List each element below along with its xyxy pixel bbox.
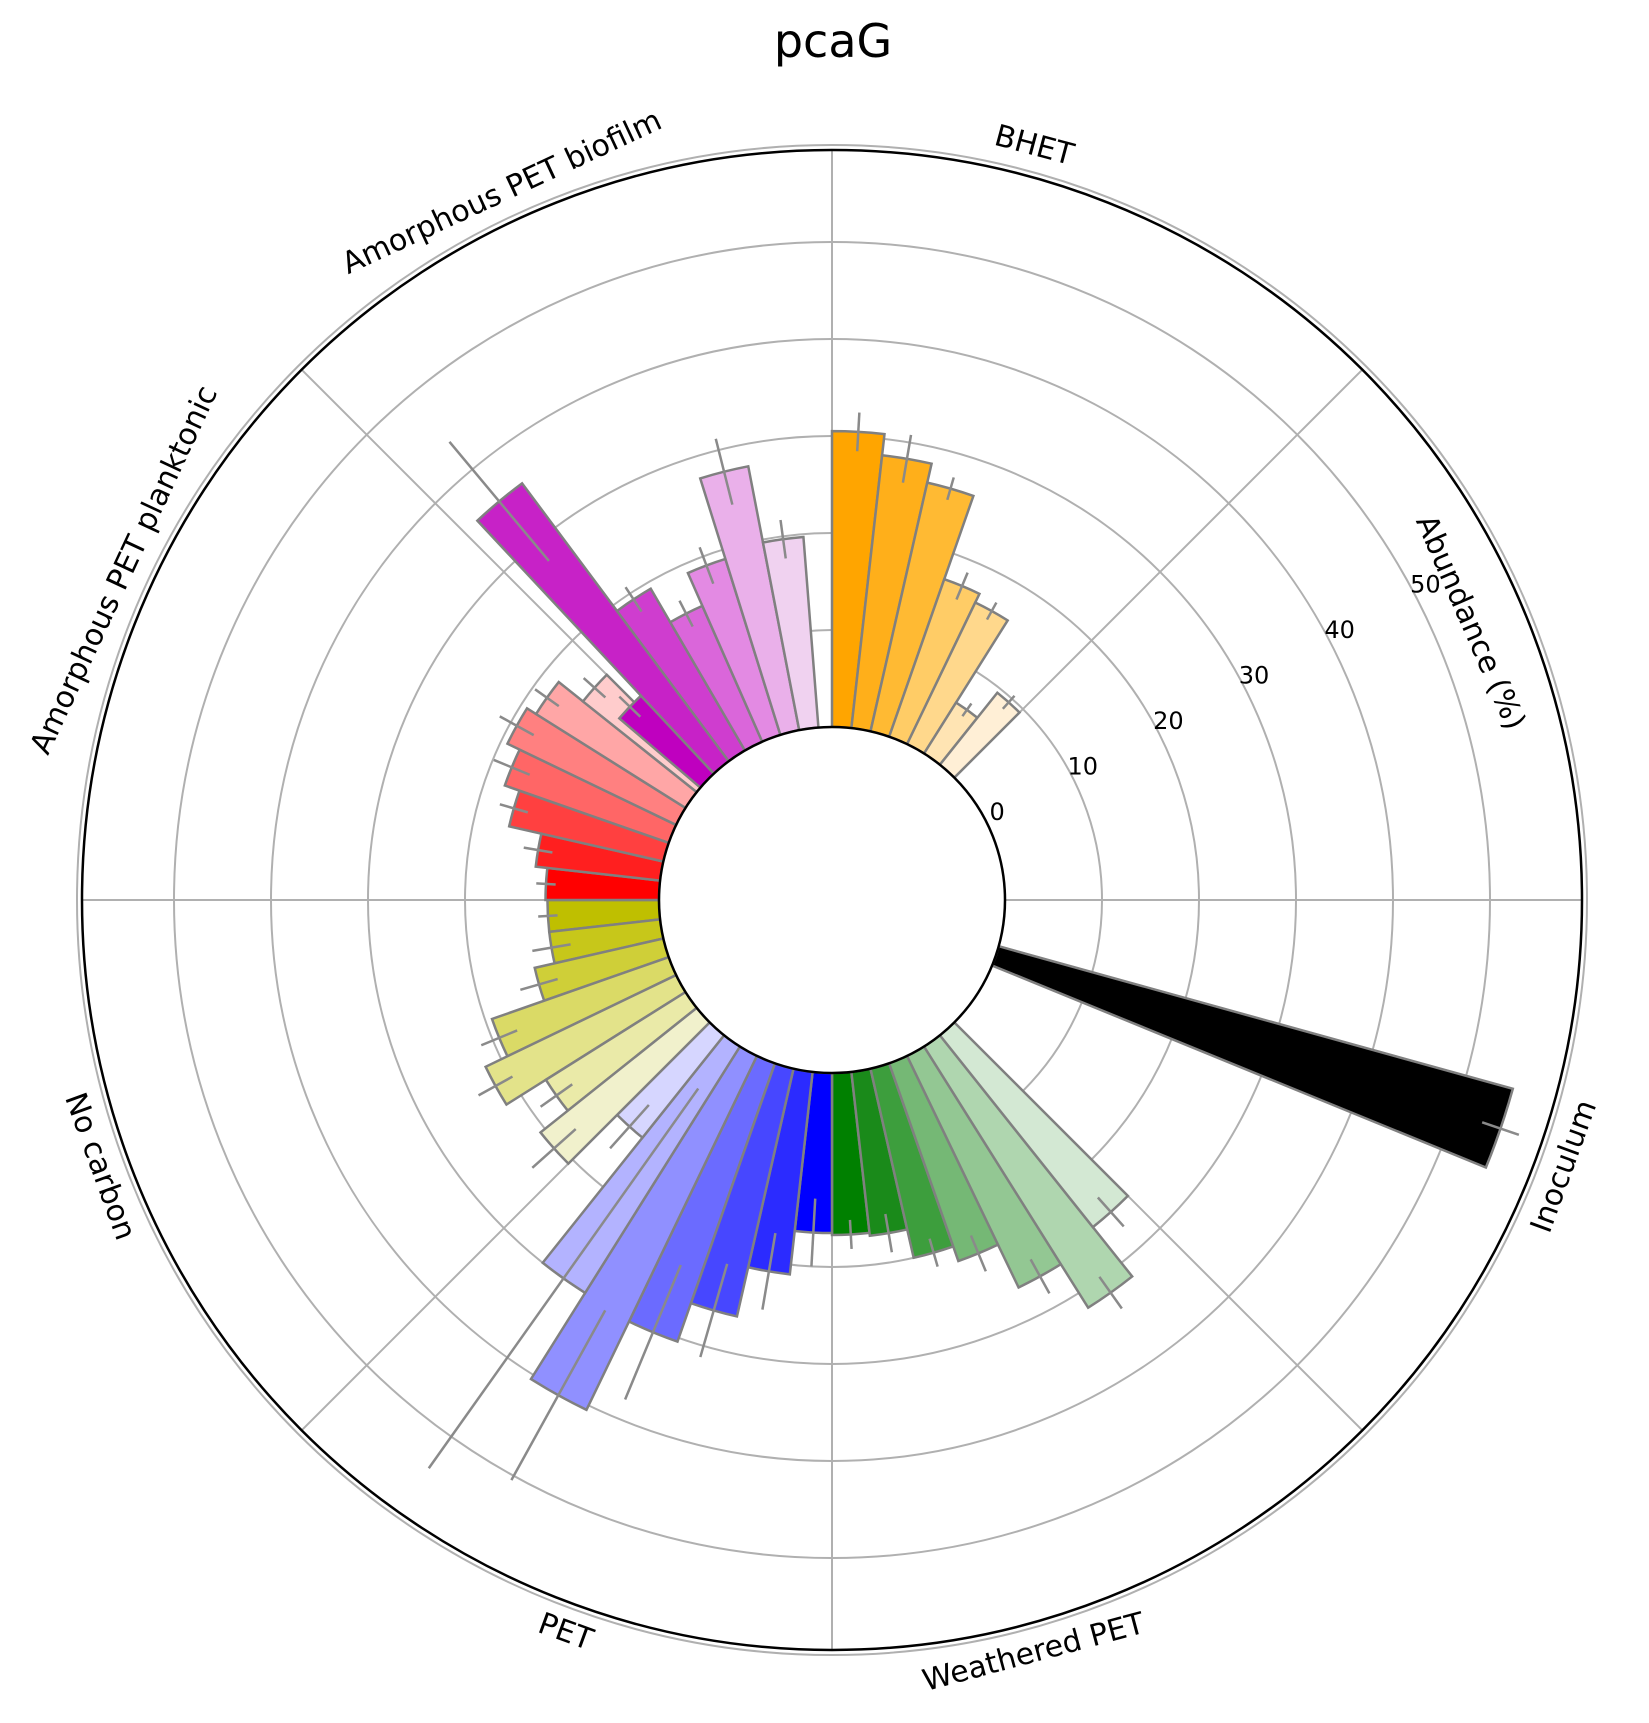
error-bar: [510, 1309, 607, 1481]
error-bar: [1001, 694, 1016, 710]
radial-axis-label: Abundance (%): [1408, 510, 1532, 735]
error-bar: [855, 412, 861, 452]
error-bar: [536, 882, 556, 886]
error-bar: [699, 1263, 729, 1358]
error-bars-layer: [427, 412, 1520, 1481]
error-bar: [928, 1238, 939, 1267]
error-bar: [779, 519, 787, 559]
error-bar: [985, 601, 998, 621]
polar-frame: [80, 148, 1584, 1652]
error-bar: [955, 572, 969, 600]
error-bar: [499, 715, 535, 737]
error-bar: [480, 1029, 518, 1047]
group-label: Amorphous PET planktonic: [23, 380, 225, 759]
radial-tick-label: 30: [1239, 662, 1270, 690]
error-bar: [493, 758, 531, 776]
error-bar: [477, 1075, 514, 1097]
error-bar: [678, 600, 694, 628]
error-bar: [961, 702, 973, 717]
error-bar: [623, 1264, 682, 1400]
grid-spoke: [953, 368, 1364, 779]
group-label: Weathered PET: [919, 1606, 1149, 1699]
error-bar: [810, 1198, 817, 1267]
group-label: Inoculum: [1524, 1095, 1604, 1237]
error-bar: [969, 1235, 987, 1272]
error-bar: [520, 977, 558, 991]
error-bar: [1096, 1196, 1125, 1228]
error-bar: [538, 914, 558, 918]
radial-tick-label: 50: [1410, 571, 1441, 599]
chart-title: pcaG: [774, 14, 892, 68]
grid-circle: [76, 144, 1588, 1656]
error-bar: [714, 438, 734, 505]
error-bar: [582, 677, 607, 699]
error-bar: [609, 1104, 650, 1150]
outer-circle: [80, 148, 1584, 1652]
group-label: Amorphous PET biofilm: [337, 103, 667, 282]
error-bar: [1098, 1276, 1123, 1310]
radial-tick-label: 20: [1153, 707, 1184, 735]
error-bar: [698, 546, 715, 585]
error-bar: [624, 586, 643, 613]
error-bar: [1481, 1121, 1520, 1137]
error-bar: [946, 477, 955, 501]
error-bar: [532, 943, 571, 953]
error-bar: [448, 440, 550, 562]
error-bar: [523, 846, 553, 854]
error-bar: [884, 1213, 894, 1253]
error-bar: [427, 1087, 700, 1470]
inner-circle: [657, 725, 1007, 1075]
bar: [990, 944, 1515, 1170]
radial-tick-label: 10: [1067, 753, 1098, 781]
error-bar: [618, 695, 642, 718]
error-bar: [761, 1232, 777, 1310]
error-bar: [901, 434, 913, 483]
error-bar: [539, 1083, 573, 1108]
error-bar: [499, 803, 529, 814]
error-bar: [1029, 1258, 1051, 1294]
error-bar: [531, 1128, 577, 1169]
error-bar: [848, 1219, 853, 1250]
radial-tick-label: 40: [1324, 616, 1355, 644]
radial-tick-label: 0: [989, 798, 1004, 826]
error-bar: [534, 688, 560, 708]
